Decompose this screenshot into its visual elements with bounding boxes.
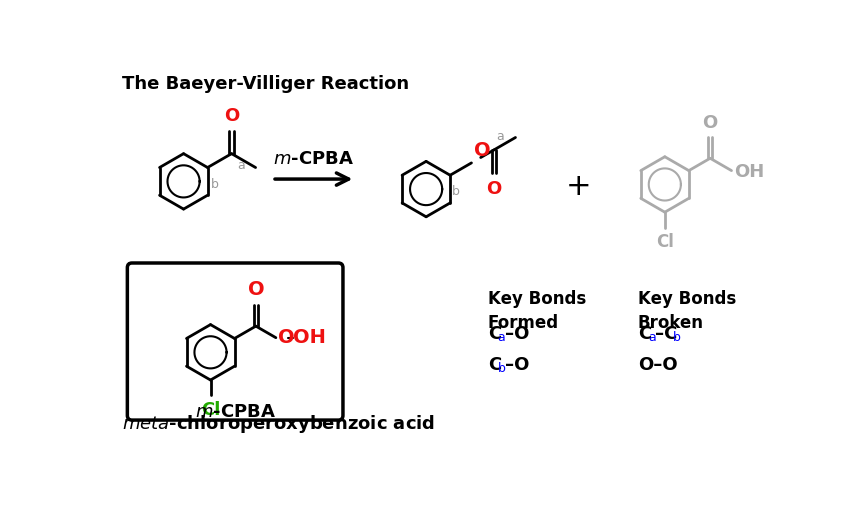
Text: a: a: [496, 130, 504, 143]
Text: C: C: [488, 355, 501, 373]
Text: O: O: [474, 141, 490, 160]
Text: O: O: [278, 327, 294, 346]
Text: Cl: Cl: [201, 400, 220, 418]
Text: O: O: [487, 180, 501, 197]
Text: OH: OH: [293, 327, 326, 346]
Text: O: O: [224, 107, 239, 125]
Text: OH: OH: [734, 162, 765, 180]
Text: Key Bonds
Broken: Key Bonds Broken: [638, 289, 736, 331]
FancyBboxPatch shape: [127, 264, 343, 420]
Text: b: b: [210, 177, 218, 190]
Text: Key Bonds
Formed: Key Bonds Formed: [488, 289, 586, 331]
Text: +: +: [565, 171, 591, 200]
Text: b: b: [673, 331, 682, 344]
Text: $\mathit{m}$-CPBA: $\mathit{m}$-CPBA: [195, 402, 275, 420]
Text: Cl: Cl: [656, 233, 674, 250]
Text: O: O: [702, 113, 718, 131]
Text: O–O: O–O: [638, 355, 677, 373]
Text: $\mathit{meta}$-chloroperoxybenzoic acid: $\mathit{meta}$-chloroperoxybenzoic acid: [122, 412, 436, 434]
Text: $\mathit{m}$-CPBA: $\mathit{m}$-CPBA: [273, 149, 354, 168]
Text: b: b: [452, 185, 460, 198]
Text: –C: –C: [655, 324, 677, 342]
Text: C: C: [638, 324, 651, 342]
Text: The Baeyer-Villiger Reaction: The Baeyer-Villiger Reaction: [122, 74, 409, 92]
Text: O: O: [248, 280, 264, 299]
Text: a: a: [498, 331, 506, 344]
Text: a: a: [238, 159, 245, 172]
Text: b: b: [498, 362, 506, 375]
Text: –O: –O: [505, 355, 529, 373]
Text: C: C: [488, 324, 501, 342]
Text: –O: –O: [505, 324, 529, 342]
Text: a: a: [648, 331, 656, 344]
